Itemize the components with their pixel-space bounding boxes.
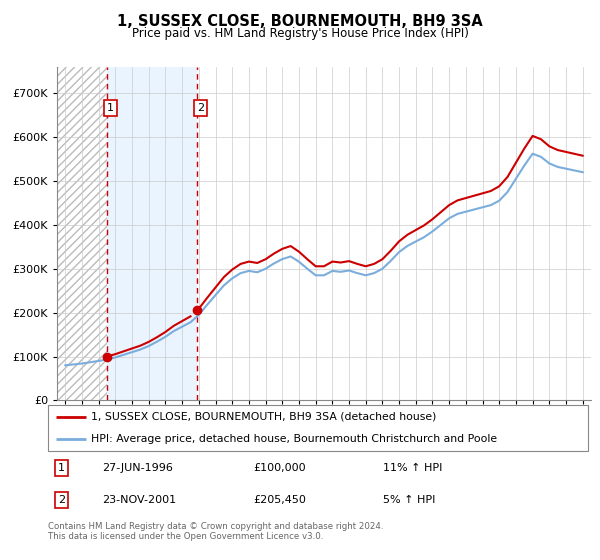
Text: £100,000: £100,000 (253, 463, 306, 473)
Text: HPI: Average price, detached house, Bournemouth Christchurch and Poole: HPI: Average price, detached house, Bour… (91, 434, 497, 444)
Text: 1, SUSSEX CLOSE, BOURNEMOUTH, BH9 3SA: 1, SUSSEX CLOSE, BOURNEMOUTH, BH9 3SA (117, 14, 483, 29)
Text: 11% ↑ HPI: 11% ↑ HPI (383, 463, 442, 473)
Bar (107, 0, 197, 400)
Text: 23-NOV-2001: 23-NOV-2001 (102, 495, 176, 505)
Text: £205,450: £205,450 (253, 495, 306, 505)
Text: 2: 2 (58, 495, 65, 505)
Text: Price paid vs. HM Land Registry's House Price Index (HPI): Price paid vs. HM Land Registry's House … (131, 27, 469, 40)
Text: 1: 1 (107, 103, 114, 113)
Text: 5% ↑ HPI: 5% ↑ HPI (383, 495, 435, 505)
Text: 1, SUSSEX CLOSE, BOURNEMOUTH, BH9 3SA (detached house): 1, SUSSEX CLOSE, BOURNEMOUTH, BH9 3SA (d… (91, 412, 437, 422)
Text: 1: 1 (58, 463, 65, 473)
Bar (57, 0, 107, 400)
Text: 27-JUN-1996: 27-JUN-1996 (102, 463, 173, 473)
Text: Contains HM Land Registry data © Crown copyright and database right 2024.
This d: Contains HM Land Registry data © Crown c… (48, 522, 383, 542)
Text: 2: 2 (197, 103, 204, 113)
FancyBboxPatch shape (48, 405, 588, 451)
